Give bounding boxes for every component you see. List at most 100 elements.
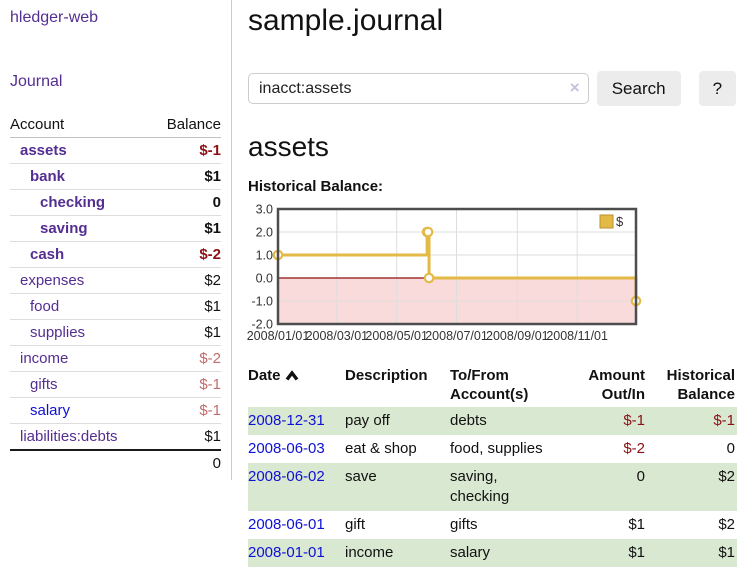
transaction-date-link[interactable]: 2008-01-01 xyxy=(248,544,325,561)
x-tick-label: 2008/09/01 xyxy=(486,329,549,343)
account-balance: $2 xyxy=(137,267,221,294)
transaction-date-link[interactable]: 2008-06-02 xyxy=(248,468,325,485)
page-title: sample.journal xyxy=(248,4,444,37)
register-body: 2008-12-31 pay off debts $-1 $-1 2008-06-03 ea… xyxy=(248,407,737,567)
transaction-accounts-cell: debts xyxy=(450,412,487,429)
transaction-balance-cell: 0 xyxy=(726,440,735,457)
data-point-marker[interactable] xyxy=(423,272,435,284)
account-balance: $1 xyxy=(137,163,221,190)
transaction-description-cell: income xyxy=(345,544,394,561)
account-row: food $1 xyxy=(10,293,221,320)
register-row: 2008-06-02 save saving, checking 0 $2 xyxy=(248,463,737,511)
transaction-amount-cell: 0 xyxy=(636,468,645,485)
accounts-header-balance: Balance xyxy=(137,112,221,138)
y-tick-label: 3.0 xyxy=(256,203,273,217)
sidebar: hledger-web Journal Account Balance asse… xyxy=(0,0,232,480)
app-brand-link[interactable]: hledger-web xyxy=(10,9,99,26)
accounts-header-account: Account xyxy=(10,112,138,138)
transaction-accounts-cell: food, supplies xyxy=(450,440,543,457)
sidebar-item-journal[interactable]: Journal xyxy=(10,73,63,90)
sidebar-accounts-body: assets $-1 bank $1 checking 0 saving $1 cash $-2 e… xyxy=(10,137,221,451)
account-row: saving $1 xyxy=(10,215,221,242)
sidebar-account-link[interactable]: cash xyxy=(30,246,65,263)
transaction-date-cell: 2008-06-01 xyxy=(248,511,345,539)
transaction-date-link[interactable]: 2008-06-03 xyxy=(248,440,325,457)
account-balance: $1 xyxy=(137,423,221,451)
transaction-balance-cell: $-1 xyxy=(713,412,735,429)
register-header-amount: Amount Out/In xyxy=(588,367,645,403)
transaction-date-link[interactable]: 2008-06-01 xyxy=(248,516,325,533)
x-tick-label: 2008/05/01 xyxy=(365,329,428,343)
transaction-balance-cell: $1 xyxy=(718,544,735,561)
register-header-date[interactable]: Date xyxy=(248,363,345,407)
transaction-description-cell: save xyxy=(345,468,377,485)
sidebar-account-link[interactable]: bank xyxy=(30,168,66,185)
search-input[interactable] xyxy=(248,73,589,104)
register-header-balance: Historical Balance xyxy=(666,367,735,403)
register-row: 2008-01-01 income salary $1 $1 xyxy=(248,539,737,567)
register-row: 2008-06-01 gift gifts $1 $2 xyxy=(248,511,737,539)
transaction-amount-cell: $1 xyxy=(628,516,645,533)
transaction-date-cell: 2008-06-02 xyxy=(248,463,345,511)
sidebar-account-link[interactable]: liabilities:debts xyxy=(20,428,118,445)
account-balance: 0 xyxy=(137,189,221,216)
search-input-wrap: × xyxy=(248,73,589,104)
register-header-description: Description xyxy=(345,367,428,384)
sidebar-account-link[interactable]: gifts xyxy=(30,376,58,393)
account-row: checking 0 xyxy=(10,189,221,216)
sidebar-account-link[interactable]: checking xyxy=(40,194,106,211)
transaction-amount-cell: $1 xyxy=(628,544,645,561)
date-header-label: Date xyxy=(248,367,281,384)
transaction-date-cell: 2008-06-03 xyxy=(248,435,345,463)
historical-balance-chart: $3.0 2.0 1.0 0.0 -1.0 -2.0 2008/01/01 2008/03/0… xyxy=(247,203,644,345)
transaction-accounts-cell: saving, checking xyxy=(450,468,510,505)
account-row: bank $1 xyxy=(10,163,221,190)
account-balance: $1 xyxy=(137,293,221,320)
register-header-row: Date Description To/From Account(s) Amou… xyxy=(248,363,737,407)
transaction-description-cell: pay off xyxy=(345,412,390,429)
sort-ascending-icon xyxy=(285,367,299,386)
sidebar-account-link[interactable]: income xyxy=(20,350,69,367)
transaction-date-link[interactable]: 2008-12-31 xyxy=(248,412,325,429)
transaction-description-cell: eat & shop xyxy=(345,440,417,457)
sidebar-account-link[interactable]: saving xyxy=(40,220,88,237)
sidebar-account-link[interactable]: salary xyxy=(30,402,71,419)
register-header-tofrom: To/From Account(s) xyxy=(450,367,529,403)
y-tick-label: -2.0 xyxy=(251,318,273,332)
clear-search-icon[interactable]: × xyxy=(569,78,580,97)
account-balance: $1 xyxy=(137,215,221,242)
x-tick-label: 2008/01/01 xyxy=(247,329,310,343)
accounts-table-header: Account Balance xyxy=(10,112,221,138)
x-tick-label: 2008/11/01 xyxy=(546,329,608,343)
legend-swatch xyxy=(599,214,614,229)
account-row: liabilities:debts $1 xyxy=(10,423,221,451)
y-tick-label: 2.0 xyxy=(256,226,273,240)
help-button[interactable]: ? xyxy=(698,71,736,106)
sidebar-account-link[interactable]: expenses xyxy=(20,272,85,289)
account-balance: $-1 xyxy=(137,137,221,164)
account-row: gifts $-1 xyxy=(10,371,221,398)
account-row: salary $-1 xyxy=(10,397,221,424)
sidebar-account-link[interactable]: supplies xyxy=(30,324,86,341)
register-row: 2008-06-03 eat & shop food, supplies $-2 0 xyxy=(248,435,737,463)
accounts-total-value: 0 xyxy=(137,449,221,476)
search-button[interactable]: Search xyxy=(596,71,681,106)
account-row: income $-2 xyxy=(10,345,221,372)
main-content: sample.journal × Search ? assets Histori… xyxy=(233,0,742,567)
sidebar-account-link[interactable]: food xyxy=(30,298,60,315)
account-balance: $-1 xyxy=(137,397,221,424)
register-row: 2008-12-31 pay off debts $-1 $-1 xyxy=(248,407,737,435)
transaction-description-cell: gift xyxy=(345,516,366,533)
account-balance: $-2 xyxy=(137,241,221,268)
accounts-total-spacer xyxy=(10,449,138,476)
transaction-amount-cell: $-2 xyxy=(623,440,645,457)
account-balance: $-1 xyxy=(137,371,221,398)
transaction-date-cell: 2008-12-31 xyxy=(248,407,345,435)
account-row: expenses $2 xyxy=(10,267,221,294)
transaction-accounts-cell: salary xyxy=(450,544,491,561)
transaction-balance-cell: $2 xyxy=(718,468,735,485)
transaction-date-cell: 2008-01-01 xyxy=(248,539,345,567)
sidebar-account-link[interactable]: assets xyxy=(20,142,67,159)
account-row: cash $-2 xyxy=(10,241,221,268)
data-point-marker[interactable] xyxy=(422,226,434,238)
